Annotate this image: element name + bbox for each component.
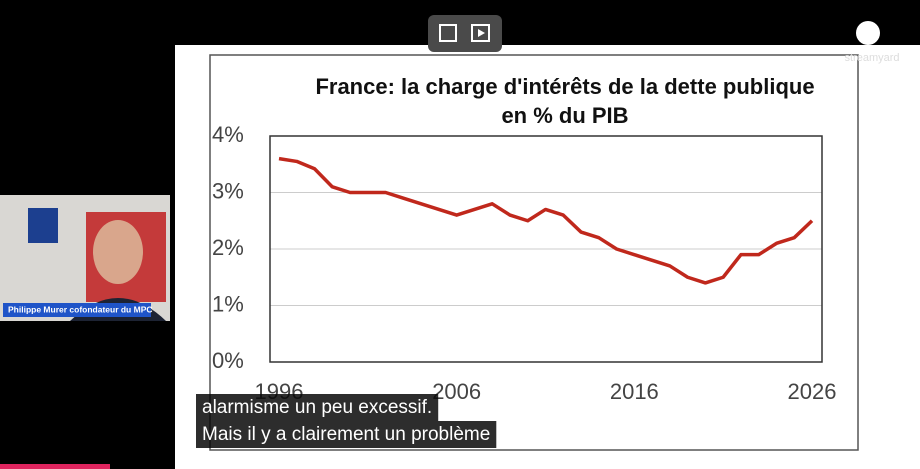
subtitles: alarmisme un peu excessif. Mais il y a cl… [196,394,497,448]
data-line [278,156,814,285]
chart-subtitle: en % du PIB [501,103,628,128]
x-tick-label: 2006 [432,379,481,404]
progress [0,464,110,469]
y-tick-label: 0% [212,348,244,373]
x-tick-label: 2016 [610,379,659,404]
y-tick-label: 4% [212,122,244,147]
play-button[interactable] [471,24,490,42]
play-icon [478,29,485,37]
flag [28,208,58,243]
logo [856,21,880,45]
caption-bg [3,303,151,317]
x-tick-label: 2026 [788,379,837,404]
face [93,220,143,284]
y-tick-label: 1% [212,291,244,316]
subtitle-bg [196,394,439,421]
pip-button[interactable] [439,24,457,42]
presenter-caption: Philippe Murer cofondateur du MPC [8,304,153,314]
y-tick-label: 3% [212,178,244,203]
subtitle-bg [196,421,497,448]
chart-frame [209,54,859,451]
chart-title: France: la charge d'intérêts de la dette… [315,74,814,99]
subtitle: Mais il y a clairement un problème [202,424,490,445]
watermark: streamyard [844,52,899,64]
subtitle: alarmisme un peu excessif. [202,397,432,418]
plot-frame [269,135,823,363]
y-tick-label: 2% [212,235,244,260]
